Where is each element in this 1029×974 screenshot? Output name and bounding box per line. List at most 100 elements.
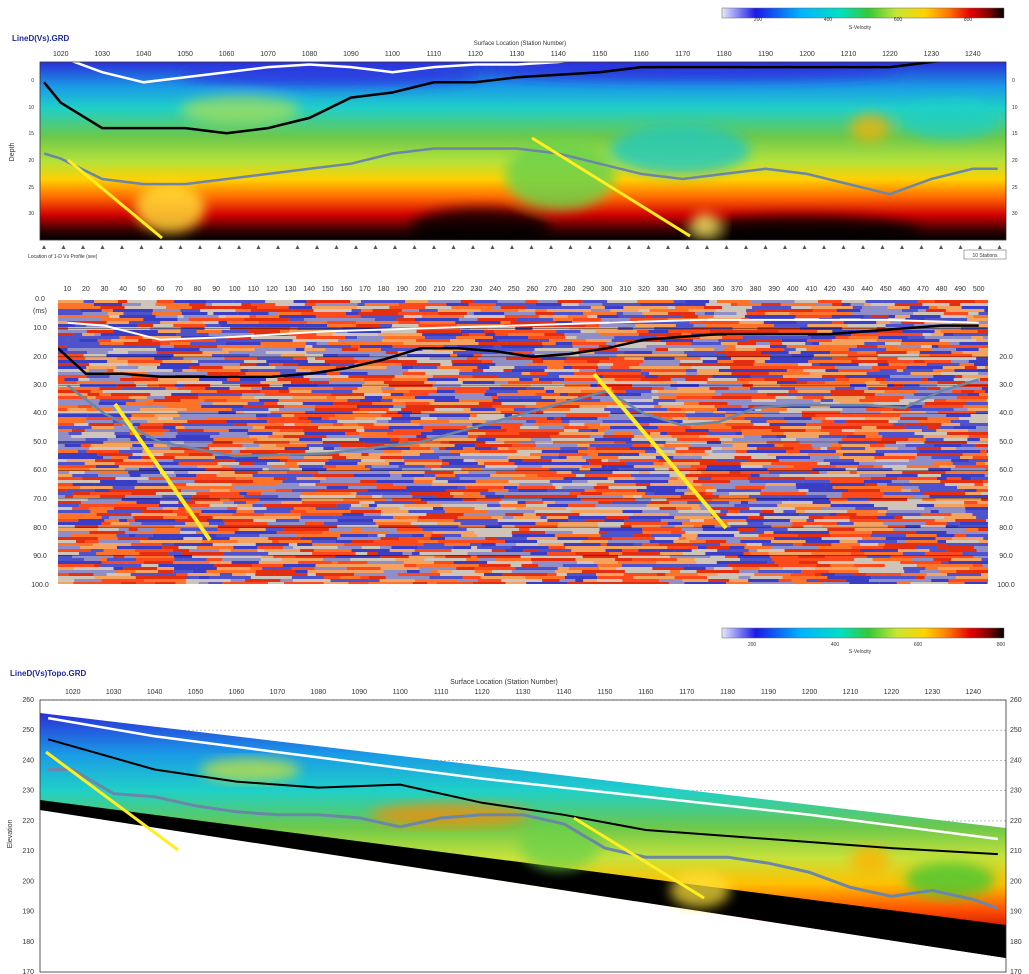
middle-reflector-segment — [355, 552, 368, 555]
middle-reflector-segment — [431, 303, 447, 306]
middle-reflector-segment — [629, 318, 669, 321]
middle-reflector-segment — [667, 546, 698, 549]
middle-reflector-segment — [247, 423, 284, 426]
middle-reflector-segment — [559, 375, 583, 378]
middle-reflector-segment — [107, 510, 142, 513]
middle-reflector-segment — [262, 579, 281, 582]
middle-reflector-segment — [752, 306, 792, 309]
middle-reflector-segment — [157, 330, 181, 333]
middle-reflector-segment — [976, 549, 988, 552]
middle-reflector-segment — [58, 396, 88, 399]
middle-reflector-segment — [339, 453, 362, 456]
middle-reflector-segment — [987, 327, 988, 330]
middle-reflector-segment — [119, 336, 126, 339]
middle-reflector-segment — [313, 411, 353, 414]
middle-reflector-segment — [391, 546, 418, 549]
middle-reflector-segment — [173, 417, 206, 420]
middle-reflector-segment — [478, 402, 502, 405]
middle-reflector-segment — [838, 369, 880, 372]
middle-reflector-segment — [798, 489, 809, 492]
middle-reflector-segment — [413, 366, 438, 369]
middle-x-tick-label: 170 — [359, 286, 371, 293]
middle-reflector-segment — [381, 414, 402, 417]
middle-x-tick-label: 60 — [156, 286, 164, 293]
middle-x-tick-label: 160 — [340, 286, 352, 293]
middle-reflector-segment — [607, 477, 635, 480]
middle-reflector-segment — [504, 441, 519, 444]
middle-reflector-segment — [616, 312, 624, 315]
middle-reflector-segment — [97, 528, 119, 531]
middle-reflector-segment — [279, 486, 315, 489]
middle-reflector-segment — [111, 345, 140, 348]
middle-reflector-segment — [802, 414, 816, 417]
middle-reflector-segment — [460, 522, 499, 525]
middle-reflector-segment — [628, 411, 637, 414]
middle-reflector-segment — [222, 450, 232, 453]
middle-reflector-segment — [153, 324, 174, 327]
middle-reflector-segment — [176, 429, 204, 432]
middle-reflector-segment — [279, 540, 312, 543]
middle-reflector-segment — [451, 570, 475, 573]
middle-reflector-segment — [693, 453, 709, 456]
middle-reflector-segment — [100, 306, 125, 309]
middle-reflector-segment — [137, 528, 154, 531]
middle-reflector-segment — [535, 501, 544, 504]
middle-x-tick-label: 420 — [824, 286, 836, 293]
middle-reflector-segment — [139, 468, 165, 471]
middle-reflector-segment — [986, 519, 988, 522]
middle-reflector-segment — [68, 339, 79, 342]
middle-reflector-segment — [826, 495, 842, 498]
middle-reflector-segment — [463, 492, 481, 495]
middle-reflector-segment — [100, 564, 142, 567]
middle-reflector-segment — [415, 396, 434, 399]
middle-reflector-segment — [820, 507, 856, 510]
middle-reflector-segment — [897, 357, 936, 360]
middle-reflector-segment — [367, 489, 401, 492]
middle-reflector-segment — [146, 507, 163, 510]
middle-reflector-segment — [337, 519, 374, 522]
middle-reflector-segment — [89, 378, 121, 381]
middle-reflector-segment — [786, 408, 800, 411]
middle-reflector-segment — [226, 420, 267, 423]
middle-reflector-segment — [181, 339, 216, 342]
middle-reflector-segment — [964, 489, 977, 492]
middle-reflector-segment — [318, 426, 364, 429]
middle-reflector-segment — [433, 507, 444, 510]
middle-reflector-segment — [58, 312, 83, 315]
bottom-x-tick-label: 1120 — [475, 689, 490, 696]
middle-reflector-segment — [265, 351, 296, 354]
middle-reflector-segment — [465, 486, 505, 489]
middle-reflector-segment — [920, 525, 946, 528]
middle-reflector-segment — [58, 303, 94, 306]
middle-reflector-segment — [306, 300, 351, 303]
middle-reflector-segment — [791, 306, 812, 309]
middle-reflector-segment — [84, 462, 115, 465]
middle-reflector-segment — [222, 519, 254, 522]
middle-reflector-segment — [227, 507, 237, 510]
middle-reflector-segment — [498, 351, 533, 354]
middle-x-tick-label: 430 — [843, 286, 855, 293]
middle-reflector-segment — [283, 435, 327, 438]
middle-reflector-segment — [756, 348, 785, 351]
middle-reflector-segment — [584, 423, 600, 426]
middle-reflector-segment — [437, 366, 478, 369]
middle-reflector-segment — [819, 363, 859, 366]
middle-reflector-segment — [976, 516, 988, 519]
middle-reflector-segment — [405, 300, 429, 303]
middle-reflector-segment — [198, 396, 241, 399]
middle-reflector-segment — [885, 543, 920, 546]
middle-reflector-segment — [440, 363, 453, 366]
middle-reflector-segment — [380, 510, 409, 513]
middle-reflector-segment — [139, 345, 149, 348]
middle-reflector-segment — [579, 405, 607, 408]
middle-reflector-segment — [457, 486, 465, 489]
middle-reflector-segment — [565, 336, 577, 339]
middle-reflector-segment — [231, 450, 240, 453]
middle-reflector-segment — [429, 576, 463, 579]
middle-reflector-segment — [567, 582, 610, 584]
middle-reflector-segment — [559, 453, 588, 456]
middle-reflector-segment — [835, 378, 850, 381]
middle-reflector-segment — [404, 504, 442, 507]
middle-reflector-segment — [115, 477, 149, 480]
middle-reflector-segment — [253, 519, 276, 522]
